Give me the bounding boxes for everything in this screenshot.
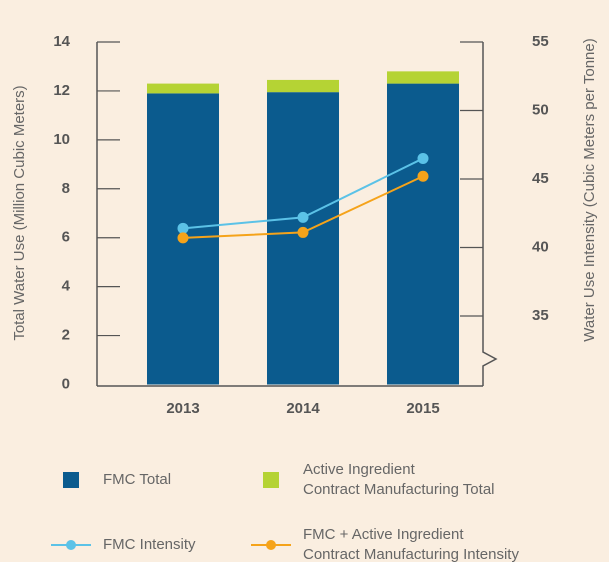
y-tick-label: 8 bbox=[62, 180, 70, 197]
legend-marker bbox=[66, 540, 76, 550]
y2-tick-label: 40 bbox=[532, 238, 549, 255]
legend-swatch bbox=[63, 472, 79, 488]
point bbox=[177, 222, 189, 234]
point bbox=[177, 232, 189, 244]
y-tick-label: 10 bbox=[53, 131, 70, 148]
point bbox=[297, 211, 309, 223]
legend-label: FMC Intensity bbox=[103, 536, 196, 553]
y-axis-title: Total Water Use (Million Cubic Meters) bbox=[11, 85, 28, 340]
bar bbox=[387, 71, 459, 84]
point bbox=[417, 170, 429, 182]
y-tick-label: 12 bbox=[53, 82, 70, 99]
y2-tick-label: 55 bbox=[532, 33, 549, 50]
bar bbox=[267, 79, 339, 93]
legend-label: FMC + Active Ingredient Contract Manufact… bbox=[303, 526, 519, 562]
x-tick-label: 2013 bbox=[166, 400, 199, 417]
y-tick-label: 4 bbox=[62, 278, 71, 295]
y2-tick-label: 35 bbox=[532, 307, 549, 324]
y-tick-label: 2 bbox=[62, 327, 70, 344]
bar bbox=[387, 83, 459, 385]
bar bbox=[267, 92, 339, 385]
legend-marker bbox=[266, 540, 276, 550]
x-tick-label: 2015 bbox=[406, 400, 439, 417]
legend-label: Active Ingredient Contract Manufacturing … bbox=[303, 461, 495, 498]
y2-tick-label: 50 bbox=[532, 101, 549, 118]
y2-tick-label: 45 bbox=[532, 170, 549, 187]
legend-label: FMC Total bbox=[103, 471, 171, 488]
axis-break bbox=[482, 345, 498, 386]
point bbox=[297, 226, 309, 238]
y-tick-label: 14 bbox=[53, 33, 70, 50]
legend-swatch bbox=[263, 472, 279, 488]
x-tick-label: 2014 bbox=[286, 400, 320, 417]
y-tick-label: 0 bbox=[62, 375, 70, 392]
y-tick-label: 6 bbox=[62, 229, 70, 246]
bar bbox=[147, 83, 219, 94]
point bbox=[417, 152, 429, 164]
y2-axis-title: Water Use Intensity (Cubic Meters per To… bbox=[581, 38, 598, 341]
